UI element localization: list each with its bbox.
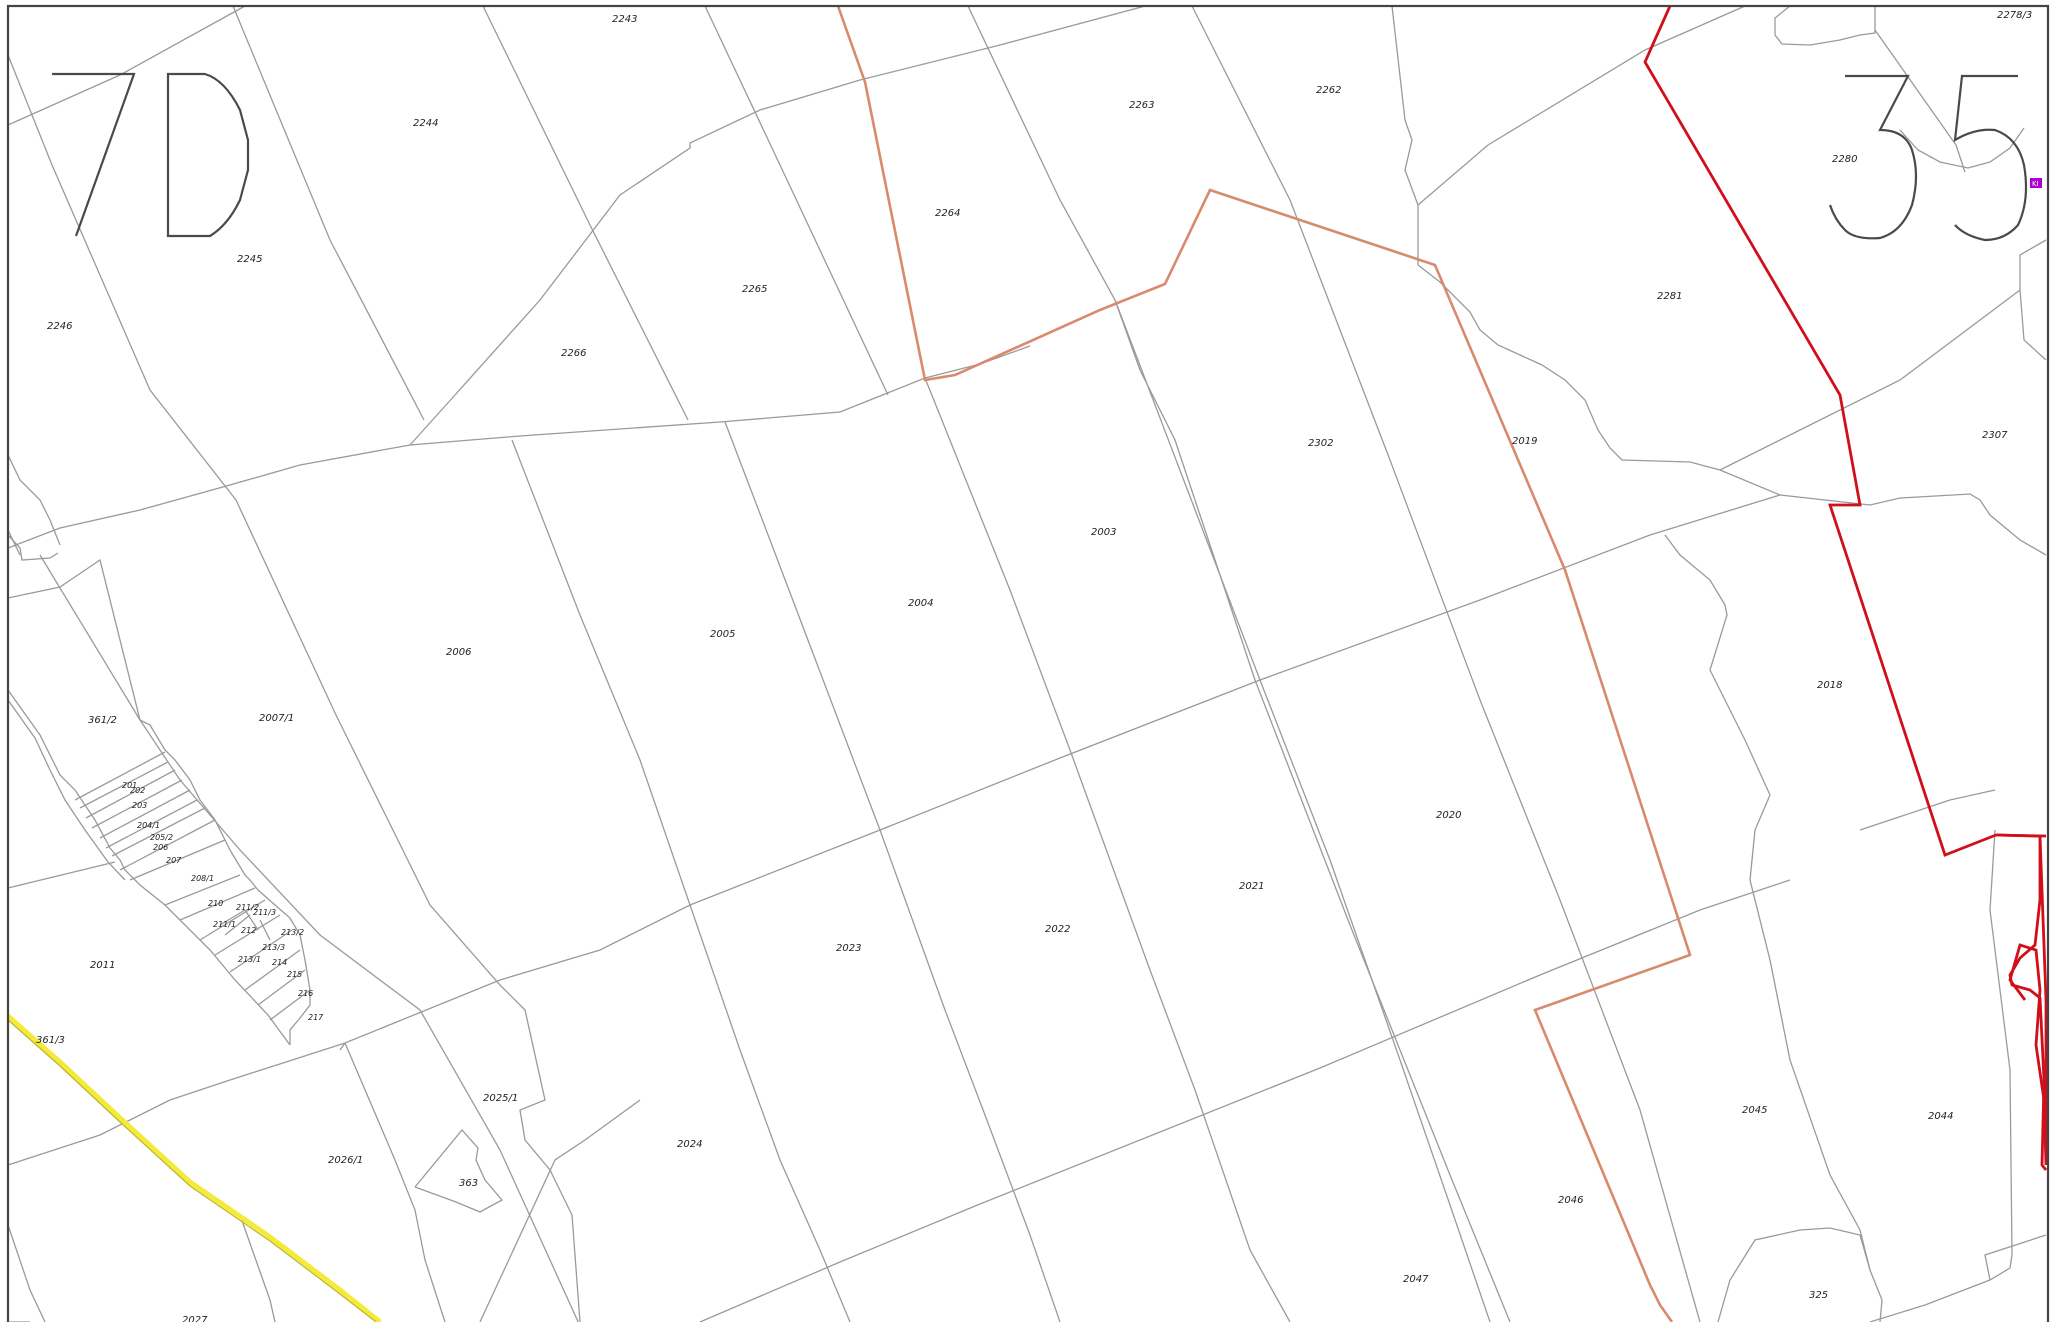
- parcel-label: 208/1: [191, 874, 214, 883]
- parcel-label: 2046: [1558, 1195, 1583, 1206]
- parcel-label: 2266: [561, 348, 586, 359]
- svg-text:KI: KI: [2032, 180, 2039, 188]
- parcel-label: 2302: [1308, 438, 1333, 449]
- parcel-label: 210: [208, 899, 223, 908]
- parcel-label: 2005: [710, 629, 735, 640]
- sheet-frame: [6, 4, 2050, 1322]
- parcel-label: 2280: [1832, 154, 1857, 165]
- parcel-label: 2020: [1436, 810, 1461, 821]
- parcel-label: 214: [272, 958, 287, 967]
- parcel-label: 325: [1809, 1290, 1828, 1301]
- parcel-label: 207: [166, 856, 182, 865]
- parcel-label: 211/1: [213, 920, 236, 929]
- parcel-label: 2021: [1239, 881, 1264, 892]
- parcel-label: 205/2: [150, 833, 173, 842]
- sheet-code-left: [52, 72, 250, 238]
- parcel-label: 202: [130, 786, 145, 795]
- boundary-marker-icon[interactable]: KI: [2030, 178, 2042, 188]
- parcel-label: 2281: [1657, 291, 1682, 302]
- parcel-label: 204/1: [137, 821, 160, 830]
- parcel-label: 2243: [612, 14, 637, 25]
- parcel-label: 2026/1: [328, 1155, 363, 1166]
- parcel-label: 2004: [908, 598, 933, 609]
- orange-boundary: [836, 5, 1692, 1322]
- parcel-label: 2018: [1817, 680, 1842, 691]
- parcel-label: 363: [459, 1178, 478, 1189]
- parcel-labels: 2243 2244 2245 2246 2262 2263 2264 2265 2266 2278…: [36, 10, 2032, 1322]
- parcel-label: 2019: [1512, 436, 1537, 447]
- parcel-label: 217: [308, 1013, 324, 1022]
- parcel-label: 361/2: [88, 715, 117, 726]
- parcel-label: 2264: [935, 208, 960, 219]
- red-boundary: [1643, 5, 2048, 1171]
- parcel-label: 2263: [1129, 100, 1154, 111]
- parcel-label: 211/2: [236, 903, 259, 912]
- parcel-label: 361/3: [36, 1035, 65, 1046]
- parcel-label: 2045: [1742, 1105, 1767, 1116]
- parcel-label: 212: [241, 926, 256, 935]
- parcel-label: 2024: [677, 1139, 702, 1150]
- parcel-label: 213/2: [281, 928, 304, 937]
- parcel-label: 2262: [1316, 85, 1341, 96]
- parcel-label: 2022: [1045, 924, 1070, 935]
- parcel-label: 2006: [446, 647, 471, 658]
- parcel-label: 2027: [182, 1315, 208, 1322]
- parcel-label: 211/3: [253, 908, 276, 917]
- parcel-label: 2307: [1982, 430, 2008, 441]
- parcel-label: 2023: [836, 943, 861, 954]
- sheet-code-right: [1828, 74, 2028, 242]
- parcel-label: 213/1: [238, 955, 261, 964]
- road-line: [6, 1014, 382, 1322]
- parcel-label: 206: [153, 843, 168, 852]
- parcel-label: 2003: [1091, 527, 1116, 538]
- parcel-label: 216: [298, 989, 313, 998]
- parcel-label: 2047: [1403, 1274, 1429, 1285]
- parcel-boundaries: [7, 5, 2047, 1322]
- parcel-label: 2044: [1928, 1111, 1953, 1122]
- parcel-label: 2244: [413, 118, 438, 129]
- parcel-label: 215: [287, 970, 302, 979]
- parcel-label: 2245: [237, 254, 262, 265]
- parcel-label: 2278/3: [1997, 10, 2032, 21]
- parcel-label: 213/3: [262, 943, 285, 952]
- parcel-label: 2007/1: [259, 713, 294, 724]
- parcel-label: 2265: [742, 284, 767, 295]
- parcel-label: 2025/1: [483, 1093, 518, 1104]
- parcel-label: 201: [122, 781, 137, 790]
- parcel-label: 203: [132, 801, 147, 810]
- parcel-label: 2246: [47, 321, 72, 332]
- parcel-label: 2011: [90, 960, 115, 971]
